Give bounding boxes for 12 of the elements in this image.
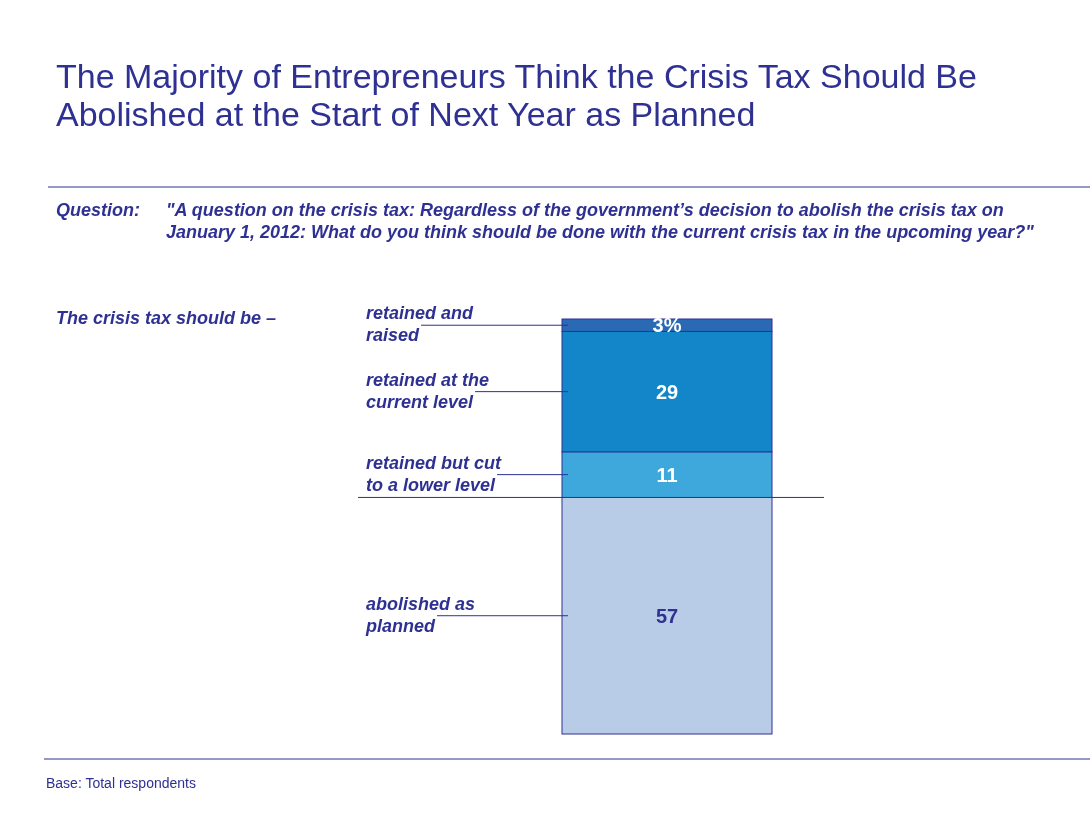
text: abolished as planned bbox=[365, 593, 476, 636]
text: Question: "A question on the crisis tax: Regardless of the government’s decision to abolish the crisis tax on January 1, 2012: What do you think should be done with the current crisis tax in the upcoming year?" bbox=[56, 200, 1034, 242]
text: retained at the current level bbox=[366, 369, 490, 412]
text: retained and raised bbox=[366, 303, 475, 346]
legend-label: retained but cut to a lower level bbox=[366, 452, 503, 495]
data-label: 11 bbox=[656, 463, 678, 486]
text: The crisis tax should be – bbox=[56, 308, 277, 328]
chart-title: The Majority of Entrepreneurs Think the Crisis Tax Should Be Abolished at the Start of Next Year as Planned bbox=[56, 57, 977, 133]
data-label: 29 bbox=[655, 380, 679, 403]
data-label: 3% bbox=[652, 314, 682, 337]
text: Base: Total respondents bbox=[46, 775, 196, 791]
data-label: 57 bbox=[655, 604, 679, 627]
